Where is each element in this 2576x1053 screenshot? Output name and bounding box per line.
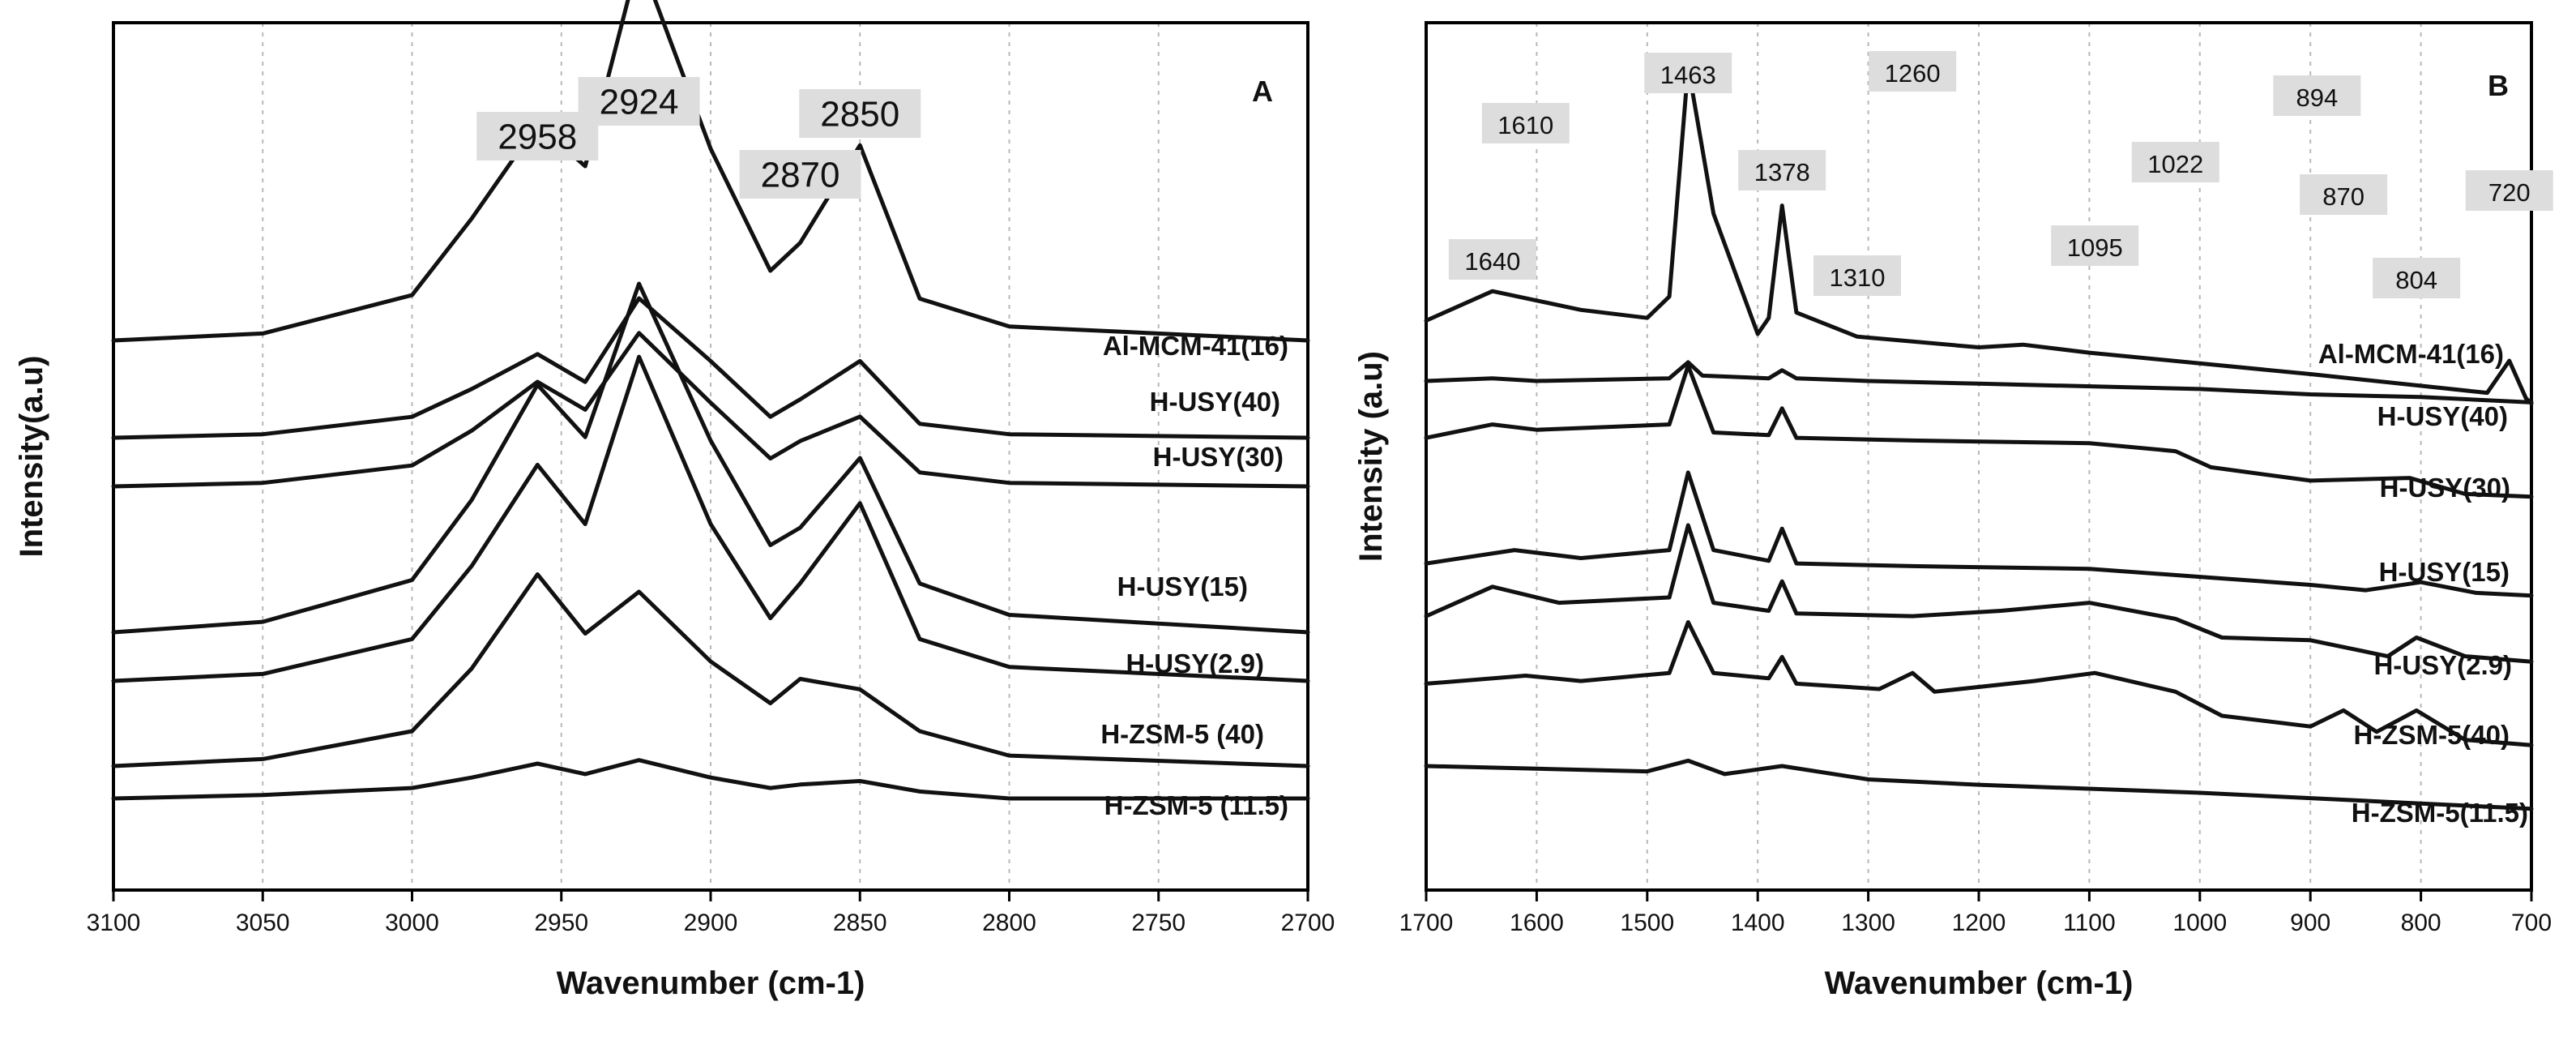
x-tick-label: 800 — [2401, 910, 2441, 936]
x-tick-label: 1100 — [2063, 910, 2116, 936]
peak-label-box — [2273, 75, 2361, 116]
peak-label: 1610 — [1497, 111, 1553, 139]
spectrum-line — [111, 572, 1310, 768]
peak-label-box — [2300, 174, 2388, 215]
x-tick-label: 3100 — [87, 910, 141, 936]
spectrum-line — [1424, 523, 2534, 664]
x-tick-label: 1600 — [1510, 910, 1564, 936]
peak-label: 1463 — [1660, 61, 1716, 89]
x-tick-label: 3050 — [236, 910, 290, 936]
x-tick-label: 2800 — [982, 910, 1036, 936]
x-axis-title: Wavenumber (cm-1) — [1825, 965, 2134, 1001]
series-label: H-USY(30) — [1153, 442, 1284, 472]
peak-label-box — [739, 150, 861, 199]
x-tick-label: 2850 — [833, 910, 887, 936]
y-axis-title: Intensity (a.u) — [1353, 351, 1389, 562]
peak-label: 2850 — [820, 95, 899, 135]
series-label: Al-MCM-41(16) — [1103, 331, 1288, 361]
peak-label-box — [799, 89, 921, 138]
peak-label-box — [476, 112, 599, 161]
peak-label-box — [2373, 258, 2461, 298]
spectrum-line — [1424, 360, 2534, 405]
spectrum-line — [111, 758, 1310, 801]
peak-label: 1095 — [2067, 233, 2123, 262]
peak-label-box — [2051, 225, 2139, 266]
peak-label: 1378 — [1754, 158, 1810, 186]
x-axis-title: Wavenumber (cm-1) — [557, 965, 865, 1001]
spectrum-line — [111, 0, 1310, 343]
x-tick-label: 1200 — [1952, 910, 2006, 936]
series-label: H-ZSM-5(11.5) — [2352, 798, 2528, 828]
series-label: H-USY(2.9) — [2373, 650, 2512, 680]
series-label: H-ZSM-5 (40) — [1100, 719, 1264, 749]
series-label: H-USY(40) — [1150, 387, 1280, 417]
series-label: H-USY(15) — [2379, 557, 2510, 587]
peak-label: 1640 — [1464, 247, 1520, 276]
x-tick-label: 900 — [2290, 910, 2330, 936]
peak-label-box — [1481, 103, 1570, 143]
panel-A: 3100 3050 3000 2950 2900 2850 2800 2750 2700 Wave… — [14, 0, 1335, 1001]
peak-label-box — [1644, 53, 1732, 93]
peak-label: 1260 — [1885, 59, 1941, 88]
x-tick-label: 2950 — [534, 910, 588, 936]
x-tick-label: 1500 — [1620, 910, 1674, 936]
spectrum-line — [111, 331, 1310, 489]
peak-label-box — [1813, 255, 1901, 296]
x-tick-label: 1700 — [1399, 910, 1454, 936]
x-tick-label: 3000 — [385, 910, 439, 936]
x-tick-label: 2700 — [1281, 910, 1335, 936]
series-label: H-USY(40) — [2377, 401, 2508, 431]
peak-label-box — [1448, 239, 1536, 280]
series-label: H-USY(2.9) — [1126, 648, 1264, 678]
spectrum-line — [1424, 758, 2534, 811]
spectrum-line — [111, 296, 1310, 440]
x-tick-label: 700 — [2511, 910, 2552, 936]
x-tick-label: 2900 — [684, 910, 738, 936]
x-tick-label: 2750 — [1131, 910, 1185, 936]
panel-letter: A — [1252, 75, 1273, 108]
series-label: H-USY(30) — [2380, 473, 2510, 503]
series-label: H-ZSM-5 (11.5) — [1104, 790, 1288, 820]
panel-letter: B — [2488, 69, 2509, 102]
peak-label-box — [578, 77, 700, 126]
spectrum-line — [1424, 620, 2534, 747]
x-tick-label: 1300 — [1841, 910, 1895, 936]
spectrum-line — [111, 354, 1310, 683]
y-axis-title: Intensity(a.u) — [14, 356, 49, 558]
peak-label: 894 — [2296, 83, 2339, 112]
spectrum-line — [1424, 470, 2534, 598]
peak-label: 804 — [2395, 266, 2437, 294]
panel-B: 1700 1600 1500 1400 1300 1200 1100 1000 900 800 70… — [1353, 21, 2553, 1001]
peak-label: 2958 — [498, 118, 577, 157]
peak-label-box — [1738, 150, 1826, 190]
series-label: H-USY(15) — [1117, 571, 1248, 601]
x-tick-label: 1400 — [1731, 910, 1785, 936]
spectrum-line — [1424, 64, 2534, 406]
peak-label: 870 — [2322, 182, 2365, 211]
spectrum-line — [111, 281, 1310, 635]
peak-label: 2924 — [600, 83, 679, 122]
peak-label-box — [2131, 142, 2219, 182]
series-label: H-ZSM-5(40) — [2353, 720, 2510, 750]
peak-label: 1022 — [2147, 150, 2203, 178]
spectrum-line — [1424, 363, 2534, 499]
peak-label: 1310 — [1829, 263, 1885, 292]
peak-label: 2870 — [761, 156, 840, 195]
peak-label-box — [1869, 51, 1957, 92]
peak-label-box — [2465, 170, 2553, 211]
x-tick-label: 1000 — [2172, 910, 2227, 936]
peak-label: 720 — [2488, 178, 2531, 207]
series-label: Al-MCM-41(16) — [2318, 339, 2504, 369]
